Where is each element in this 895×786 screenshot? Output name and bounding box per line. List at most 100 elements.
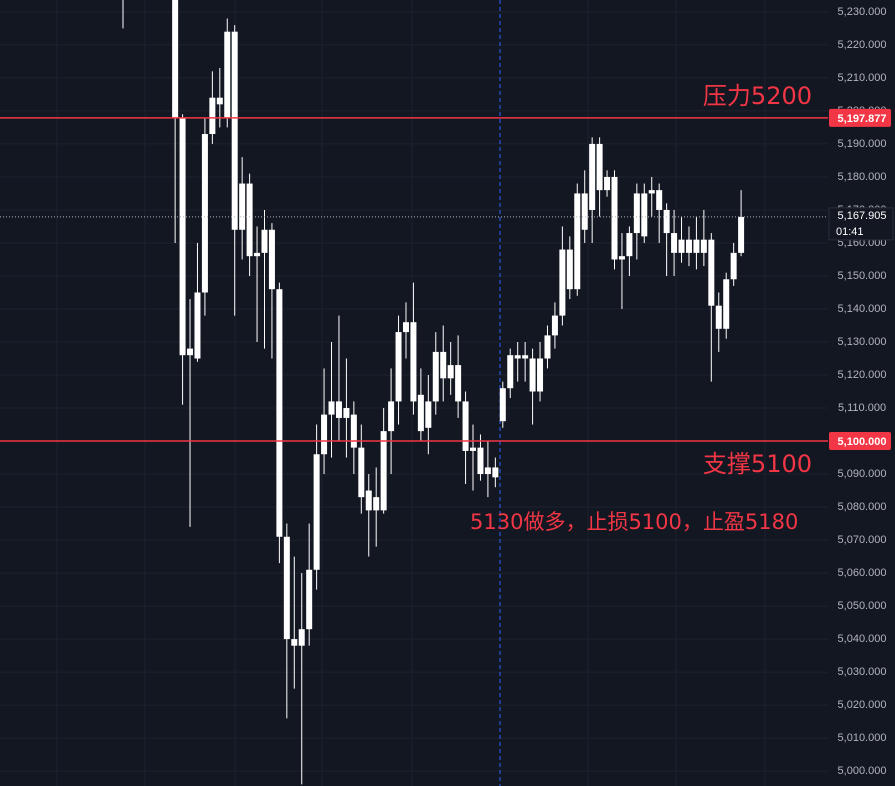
candle-body: [283, 536, 290, 640]
candle-body: [611, 176, 618, 260]
candle-body: [313, 454, 320, 570]
candle-body: [291, 639, 298, 646]
candle-body: [321, 414, 328, 455]
y-tick-label: 5,190.000: [838, 138, 887, 150]
candle-body: [648, 190, 655, 194]
candles: [122, 0, 745, 785]
candle-body: [172, 0, 179, 118]
candle-body: [574, 193, 581, 290]
candle-body: [663, 209, 670, 234]
price-tag: [829, 432, 891, 451]
y-tick-label: 5,000.000: [838, 765, 887, 777]
candle-body: [708, 239, 715, 306]
annotation: 压力5200: [703, 82, 812, 110]
candle-body: [187, 348, 194, 356]
candle-body: [276, 289, 283, 537]
candle-body: [365, 490, 372, 511]
y-tick-label: 5,040.000: [838, 633, 887, 645]
y-tick-label: 5,180.000: [838, 171, 887, 183]
candle-body: [529, 358, 536, 392]
y-tick-label: 5,090.000: [838, 468, 887, 480]
candle-body: [239, 183, 246, 230]
y-tick-label: 5,210.000: [838, 72, 887, 84]
y-tick-label: 5,020.000: [838, 699, 887, 711]
candle-body: [254, 252, 261, 257]
candle-body: [477, 447, 484, 475]
y-tick-label: 5,140.000: [838, 303, 887, 315]
candle-body: [484, 467, 491, 475]
candle-body: [618, 256, 625, 260]
y-tick-label: 5,120.000: [838, 369, 887, 381]
candle-body: [440, 351, 447, 379]
candle-body: [455, 365, 462, 402]
candle-body: [380, 431, 387, 511]
candle-body: [410, 322, 417, 402]
candle-body: [358, 447, 365, 498]
candle-body: [343, 408, 350, 418]
candle-body: [730, 252, 737, 280]
candle-body: [581, 193, 588, 230]
overlay: 5,000.000 5,010.000 5,020.000 5,030.000 5,04…: [0, 6, 894, 777]
candle-body: [641, 193, 648, 237]
candle-body: [693, 239, 700, 253]
annotation: 5130做多，止损5100，止盈5180: [470, 510, 798, 534]
candle-body: [551, 315, 558, 336]
candle-body: [261, 229, 268, 253]
last-price-label: 5,167.905: [838, 210, 887, 222]
candle-body: [678, 239, 685, 253]
candle-body: [566, 249, 573, 290]
candle-body: [656, 190, 663, 210]
candle-body: [671, 233, 678, 253]
candle-body: [216, 97, 223, 105]
candle-body: [224, 31, 231, 118]
price-tag-label: 5,100.000: [838, 436, 887, 448]
candle-body: [492, 467, 499, 478]
candle-body: [209, 97, 216, 135]
candle-body: [470, 447, 477, 451]
candle-body: [395, 332, 402, 402]
countdown: 01:41: [836, 226, 864, 238]
candle-body: [685, 239, 692, 253]
candle-body: [335, 401, 342, 418]
y-tick-label: 5,030.000: [838, 666, 887, 678]
candle-body: [388, 401, 395, 432]
candle-body: [447, 365, 454, 379]
candle-body: [559, 249, 566, 316]
y-tick-label: 5,130.000: [838, 336, 887, 348]
candle-body: [298, 629, 305, 646]
candle-body: [373, 497, 380, 511]
candle-body: [246, 183, 253, 257]
y-tick-label: 5,060.000: [838, 567, 887, 579]
candle-body: [604, 176, 611, 191]
candle-body: [462, 401, 469, 451]
candle-body: [633, 193, 640, 234]
last-price-tag: [828, 207, 894, 241]
candle-body: [514, 355, 521, 359]
price-tag: [829, 108, 891, 127]
candle-body: [723, 279, 730, 329]
y-tick-label: 5,230.000: [838, 6, 887, 18]
candle-body: [417, 394, 424, 432]
candle-body: [715, 305, 722, 329]
y-tick-label: 5,070.000: [838, 534, 887, 546]
candle-body: [194, 292, 201, 359]
candle-body: [268, 229, 275, 290]
y-tick-label: 5,150.000: [838, 270, 887, 282]
candle-body: [596, 143, 603, 191]
candle-body: [544, 335, 551, 359]
candle-body: [700, 239, 707, 253]
candle-body: [499, 388, 506, 422]
candle-body: [507, 355, 514, 389]
candle-body: [626, 233, 633, 257]
candle-body: [350, 414, 357, 448]
y-tick-label: 5,220.000: [838, 39, 887, 51]
candle-body: [425, 401, 432, 428]
candle-body: [231, 31, 238, 230]
candle-body: [589, 143, 596, 210]
y-tick-label: 5,080.000: [838, 501, 887, 513]
candle-body: [432, 351, 439, 402]
candle-body: [328, 401, 335, 415]
price-tag-label: 5,197.877: [838, 113, 887, 125]
